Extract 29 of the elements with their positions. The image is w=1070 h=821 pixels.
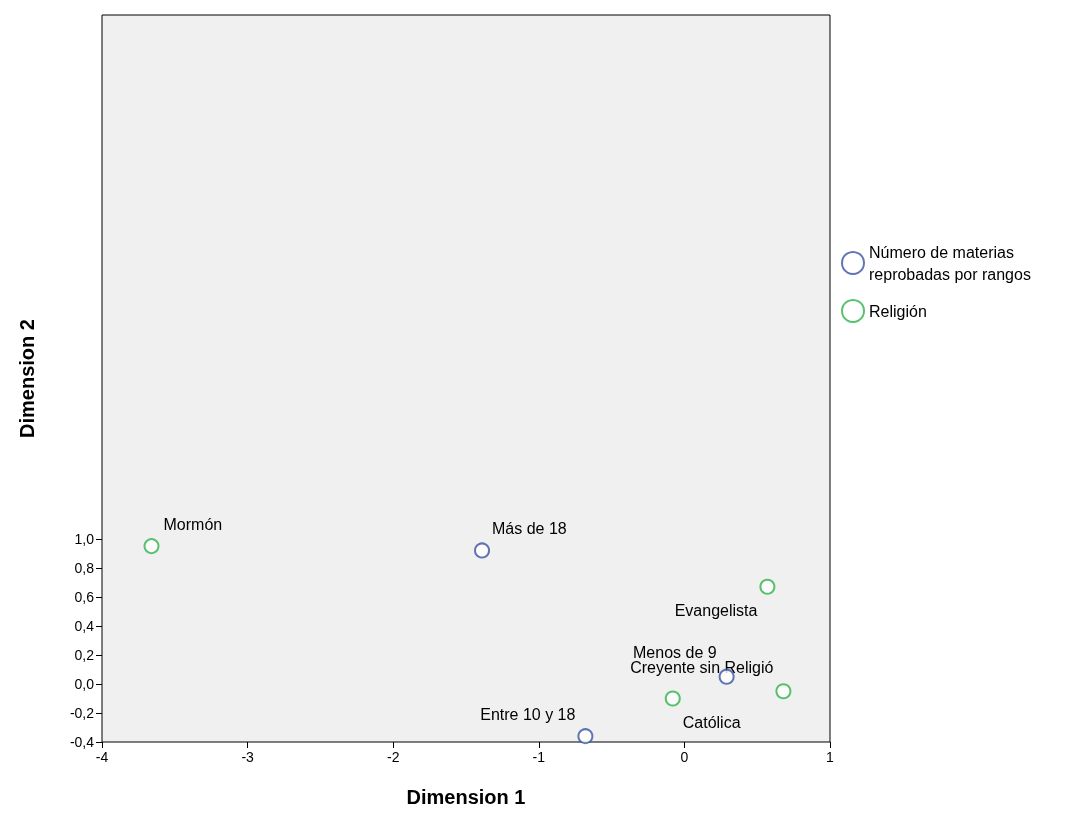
point	[775, 683, 792, 700]
point	[474, 542, 491, 559]
annotation: Católica	[682, 713, 741, 731]
y-tick-label: 0,0	[74, 675, 95, 692]
annotation: Evangelista	[674, 602, 758, 620]
y-tick-label: -0,4	[69, 734, 95, 750]
x-tick-label: 1	[826, 749, 835, 765]
y-axis-title: Dimension 2	[16, 319, 38, 438]
point	[664, 690, 681, 707]
point	[577, 728, 594, 745]
y-tick-label: 0,6	[74, 588, 95, 605]
legend-label: Número de materias reprobadas por rangos	[869, 243, 1031, 283]
y-tick-label: 0,4	[74, 617, 95, 634]
annotation: Entre 10 y 18	[480, 705, 576, 723]
point	[143, 538, 160, 555]
x-tick-label: -4	[95, 749, 109, 765]
y-tick-label: -0,2	[69, 704, 95, 721]
annotation: Mormón	[163, 515, 223, 533]
x-tick-label: -2	[386, 749, 400, 765]
point	[759, 578, 776, 595]
x-tick-label: 0	[680, 749, 689, 765]
x-tick-label: -3	[241, 749, 255, 765]
y-tick-label: 0,8	[74, 559, 95, 576]
x-axis-title: Dimension 1	[406, 786, 526, 808]
legend-label: Religión	[869, 302, 927, 320]
y-tick-label: 0,2	[74, 646, 95, 663]
y-tick-label: 1,0	[74, 530, 95, 547]
x-tick-label: -1	[532, 749, 546, 765]
annotation: Más de 18	[492, 519, 567, 537]
